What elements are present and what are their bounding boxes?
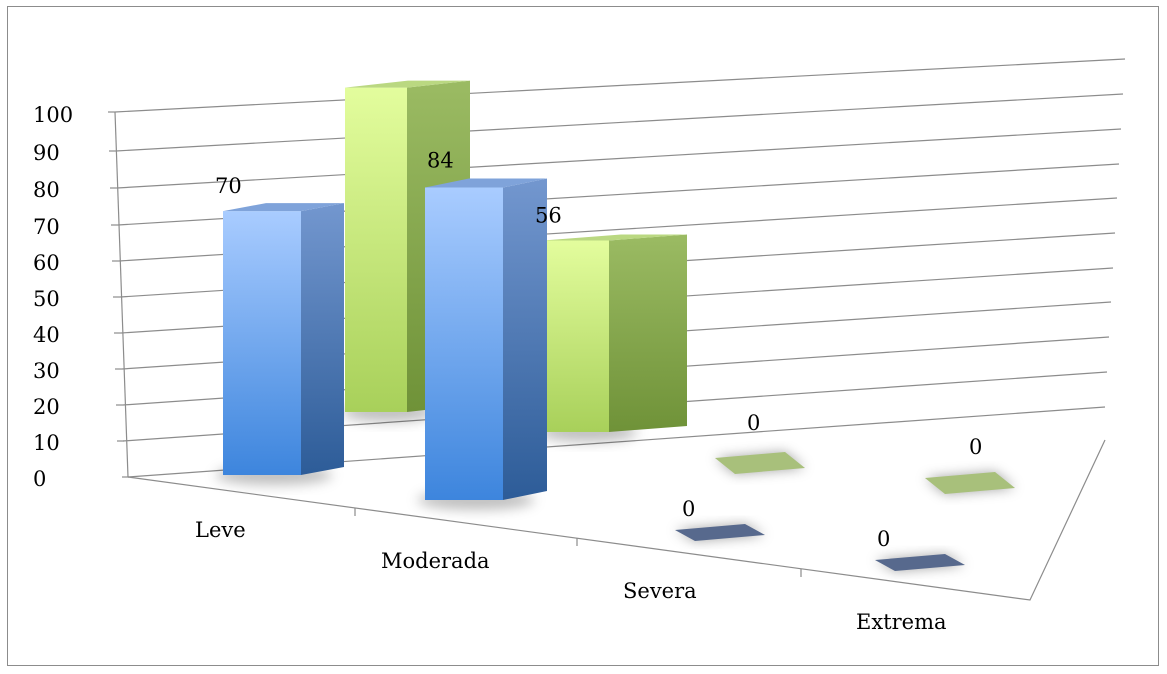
bar-flat-face — [925, 472, 1015, 494]
gridline-100 — [114, 58, 1126, 113]
bar-front-face — [425, 187, 503, 500]
data-labels: 985600708400 — [215, 149, 982, 551]
bar-side-face — [301, 203, 344, 475]
y-tick-label: 10 — [33, 431, 60, 455]
data-label: 0 — [747, 411, 760, 435]
x-category-labels: Leve Moderada Severa Extrema — [195, 518, 947, 634]
gridline-80 — [116, 128, 1122, 189]
bar-0-2 — [675, 524, 765, 541]
y-tick-label: 50 — [33, 287, 60, 311]
y-tick-label: 60 — [33, 251, 60, 275]
bar-0-3 — [875, 554, 965, 571]
bar-marks — [215, 80, 1015, 571]
floor-front-edge — [127, 439, 1106, 601]
y-tick-label: 20 — [33, 395, 60, 419]
y-axis-line — [114, 111, 129, 478]
bar-flat-face — [875, 554, 965, 571]
x-category-label: Moderada — [381, 549, 490, 573]
x-category-label: Severa — [623, 579, 697, 603]
bar-0-1 — [417, 178, 547, 510]
data-label: 56 — [535, 203, 562, 227]
x-category-label: Leve — [195, 518, 246, 542]
bar-top-face — [543, 234, 687, 241]
x-category-label: Extrema — [856, 610, 947, 634]
bar-1-2 — [715, 452, 805, 474]
data-label: 0 — [969, 435, 982, 459]
bar-front-face — [345, 87, 407, 413]
bar-flat-face — [715, 452, 805, 474]
bar-flat-face — [675, 524, 765, 541]
bar-top-face — [425, 178, 547, 188]
data-label: 70 — [215, 174, 242, 198]
y-tick-label: 80 — [33, 178, 60, 202]
data-label: 84 — [427, 149, 454, 173]
bar-top-face — [223, 203, 344, 212]
bar-side-face — [503, 178, 547, 500]
y-tick-marks — [108, 111, 129, 478]
y-tick-label: 90 — [33, 141, 60, 165]
y-tick-label: 30 — [33, 359, 60, 383]
bar-top-face — [345, 80, 470, 88]
y-tick-label: 0 — [33, 467, 46, 491]
data-label: 0 — [877, 527, 890, 551]
bar-0-0 — [215, 203, 344, 485]
y-tick-label: 70 — [33, 215, 60, 239]
bar-1-3 — [925, 472, 1015, 494]
bar-front-face — [223, 211, 301, 475]
y-tick-label: 40 — [33, 323, 60, 347]
bar-side-face — [609, 234, 687, 432]
y-tick-label: 100 — [33, 103, 73, 127]
bar-1-1 — [538, 234, 687, 442]
data-label: 0 — [682, 497, 695, 521]
y-tick-labels: 0 10 20 30 40 50 60 70 80 90 100 — [33, 103, 73, 491]
gridline-90 — [115, 93, 1124, 152]
bar-front-face — [543, 240, 609, 432]
axes — [108, 111, 1106, 601]
